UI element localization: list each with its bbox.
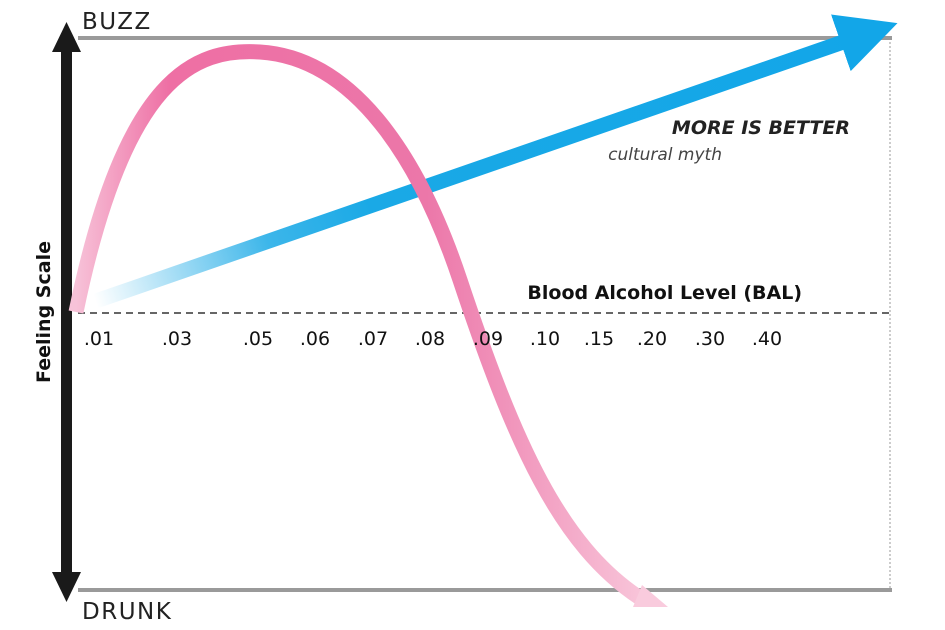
x-tick-label: .15 — [584, 328, 614, 350]
x-tick-label: .09 — [473, 328, 503, 350]
x-tick-label: .01 — [84, 328, 114, 350]
actual-feeling-curve — [68, 44, 645, 605]
x-tick-label: .30 — [695, 328, 725, 350]
buzz-label: BUZZ — [82, 9, 152, 35]
x-tick-label: .06 — [300, 328, 330, 350]
curve-arrowhead — [633, 585, 668, 607]
drunk-label: DRUNK — [82, 599, 172, 625]
x-tick-label: .20 — [637, 328, 667, 350]
feeling-scale-arrow — [52, 22, 81, 602]
y-axis-title: Feeling Scale — [33, 241, 55, 383]
more-is-better-arrow — [93, 14, 898, 309]
x-axis-title: Blood Alcohol Level (BAL) — [527, 282, 802, 304]
x-tick-label: .07 — [358, 328, 388, 350]
x-tick-label: .03 — [162, 328, 192, 350]
myth-label: MORE IS BETTER — [672, 117, 850, 139]
x-tick-label: .10 — [530, 328, 560, 350]
x-tick-labels: .01 .03 .05 .06 .07 .08 .09 .10 .15 .20 .30 .40 — [84, 328, 782, 350]
x-tick-label: .05 — [243, 328, 273, 350]
x-tick-label: .08 — [415, 328, 445, 350]
x-tick-label: .40 — [752, 328, 782, 350]
myth-sublabel: cultural myth — [608, 145, 722, 165]
